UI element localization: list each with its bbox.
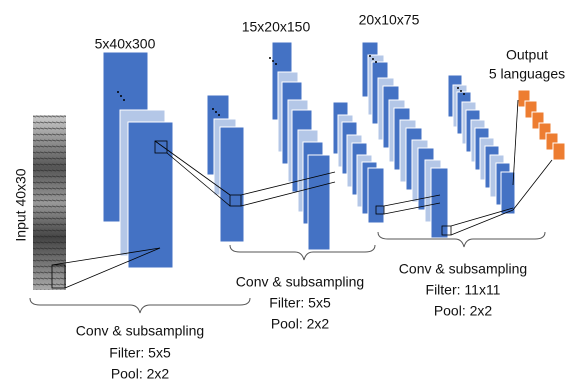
input-label: Input 40x30 bbox=[13, 168, 29, 241]
cnn-diagram: Input 40x30 5x40x300 15x20x150 bbox=[0, 0, 570, 381]
layer-label: 15x20x150 bbox=[242, 19, 311, 35]
stage-name: Conv & subsampling bbox=[399, 261, 527, 277]
output-nodes bbox=[513, 90, 565, 210]
layer-label: 20x10x75 bbox=[359, 12, 420, 28]
brace bbox=[378, 232, 545, 247]
stage-name: Conv & subsampling bbox=[236, 274, 364, 290]
layer-2b bbox=[241, 42, 335, 250]
layer-label: 5x40x300 bbox=[95, 36, 156, 52]
stage-pool: Pool: 2x2 bbox=[271, 316, 330, 332]
output-subtitle: 5 languages bbox=[489, 66, 565, 82]
stage-filter: Filter: 5x5 bbox=[109, 345, 171, 361]
layer-4 bbox=[448, 75, 515, 235]
stage-pool: Pool: 2x2 bbox=[111, 366, 170, 381]
stage-filter: Filter: 5x5 bbox=[269, 295, 331, 311]
brace bbox=[30, 298, 250, 313]
output-title: Output bbox=[506, 47, 548, 63]
stage-pool: Pool: 2x2 bbox=[434, 303, 493, 319]
stage-name: Conv & subsampling bbox=[76, 323, 204, 339]
layer-1 bbox=[52, 52, 173, 288]
stage-filter: Filter: 11x11 bbox=[426, 282, 501, 298]
brace bbox=[230, 245, 375, 260]
